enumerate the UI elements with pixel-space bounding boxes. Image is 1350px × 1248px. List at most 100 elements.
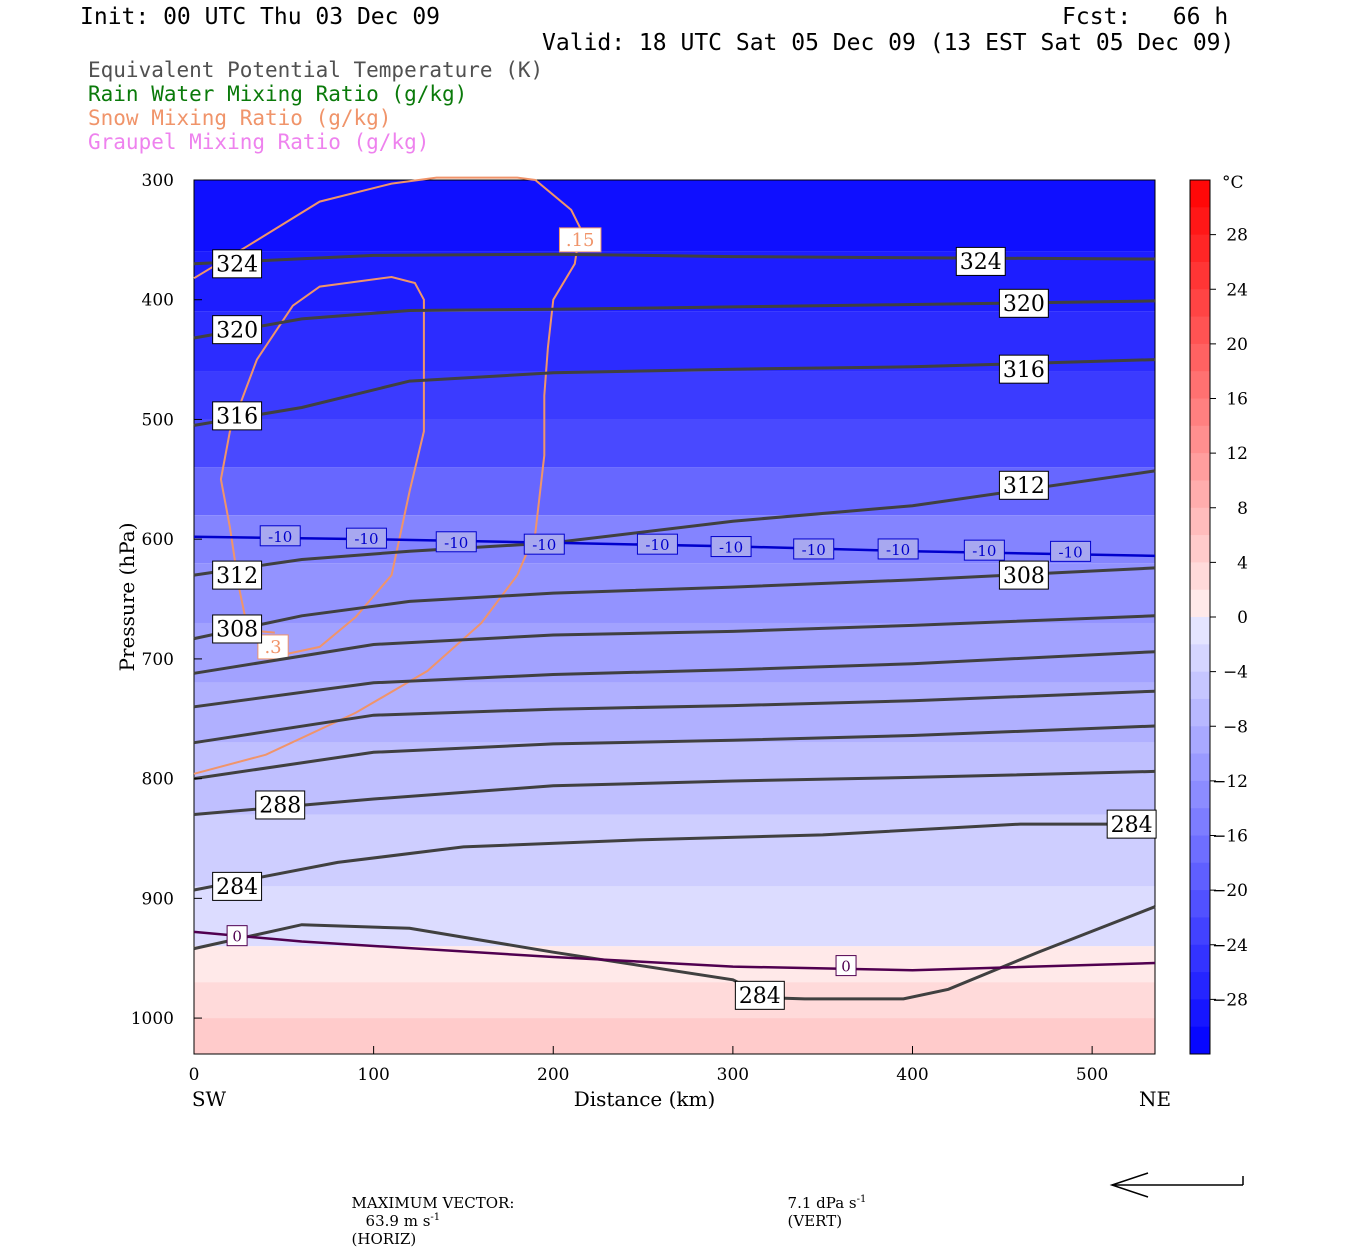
theta-e-contour-label-box xyxy=(212,315,263,345)
colorbar-segment xyxy=(1190,917,1210,946)
colorbar-tick-label: 28 xyxy=(1226,226,1248,246)
isotherm-label-box xyxy=(259,525,301,547)
theta-e-contour-label-box xyxy=(1106,809,1157,839)
temperature-band xyxy=(194,419,1155,468)
isotherm-label: -10 xyxy=(523,533,565,555)
colorbar-tick-label: −16 xyxy=(1212,827,1248,847)
colorbar-segment xyxy=(1190,425,1210,454)
snow-contour-label: .15 xyxy=(558,227,602,253)
theta-e-contour-label-text: 288 xyxy=(259,794,301,819)
isotherm-label-text: -10 xyxy=(886,541,910,559)
colorbar-segment xyxy=(1190,644,1210,673)
colorbar-segment xyxy=(1190,999,1210,1028)
colorbar-segment xyxy=(1190,780,1210,809)
isotherm-label-text: -10 xyxy=(1058,543,1082,561)
forecast-hour-label: Fcst: 66 h xyxy=(1062,4,1229,30)
colorbar-tick-label: −4 xyxy=(1223,663,1248,683)
y-tick-label: 600 xyxy=(142,530,174,550)
theta-e-contour-label: 312 xyxy=(998,470,1049,500)
colorbar-segment xyxy=(1190,671,1210,700)
isotherm-label-box xyxy=(226,925,248,947)
theta-e-contour-label: 324 xyxy=(955,246,1006,276)
temperature-band xyxy=(194,563,1155,623)
init-time-label: Init: 00 UTC Thu 03 Dec 09 xyxy=(80,4,441,30)
theta-e-contour-label: 316 xyxy=(998,354,1049,384)
colorbar-segment xyxy=(1190,972,1210,1000)
colorbar-tick-label: 8 xyxy=(1237,499,1248,519)
isotherm-label-text: 0 xyxy=(232,928,242,946)
colorbar-tick-label: 4 xyxy=(1237,553,1248,573)
isotherm-label-text: -10 xyxy=(444,534,468,552)
x-left-end-label: SW xyxy=(192,1087,227,1111)
temperature-band xyxy=(194,311,1155,372)
isotherm-label-box xyxy=(793,538,835,560)
theta-e-contour xyxy=(193,822,1155,892)
isotherm-label: 0 xyxy=(835,955,857,977)
y-tick-label: 500 xyxy=(142,410,174,430)
theta-e-contour-label-box xyxy=(212,871,263,901)
legend-snow: Snow Mixing Ratio (g/kg) xyxy=(88,106,392,130)
x-axis-label: Distance (km) xyxy=(574,1087,716,1111)
theta-e-contour-label-box xyxy=(998,288,1049,318)
temperature-band xyxy=(194,467,1155,516)
isotherm-label: -10 xyxy=(636,533,678,555)
valid-time-label: Valid: 18 UTC Sat 05 Dec 09 (13 EST Sat … xyxy=(542,30,1235,56)
colorbar-tick-label: −12 xyxy=(1212,772,1248,792)
colorbar-tick-label: −8 xyxy=(1223,717,1248,737)
theta-e-contour-label: 284 xyxy=(734,980,785,1010)
theta-e-contour-label: 324 xyxy=(212,249,263,279)
isotherm-label: -10 xyxy=(877,538,919,560)
theta-e-contour xyxy=(193,299,1156,340)
theta-e-contour-label-text: 312 xyxy=(1003,474,1045,499)
y-tick-label: 900 xyxy=(142,889,174,909)
colorbar-tick-label: 12 xyxy=(1226,444,1248,464)
theta-e-contour-label-text: 316 xyxy=(1003,358,1045,383)
colorbar-segment xyxy=(1190,862,1210,891)
colorbar-segment xyxy=(1190,289,1210,318)
theta-e-contour-label-text: 308 xyxy=(216,618,258,643)
vert-value: 7.1 dPa s xyxy=(787,1194,857,1212)
colorbar-segment xyxy=(1190,1026,1210,1055)
isotherm-label-box xyxy=(636,533,678,555)
colorbar-segment xyxy=(1190,480,1210,509)
colorbar-segment xyxy=(1190,207,1210,236)
theta-e-contour-label-box xyxy=(212,614,263,644)
y-tick-label: 400 xyxy=(142,291,174,311)
y-tick-label: 800 xyxy=(142,770,174,790)
colorbar-tick-label: 0 xyxy=(1237,608,1248,628)
colorbar-segment xyxy=(1190,726,1210,755)
isotherm-label-text: 0 xyxy=(841,958,851,976)
isotherm-label-text: -10 xyxy=(268,528,292,546)
snow-contour xyxy=(193,176,582,775)
y-axis-label: Pressure (hPa) xyxy=(115,523,139,672)
theta-e-contour-label-text: 320 xyxy=(216,318,258,343)
y-tick-label: 300 xyxy=(142,171,174,191)
legend-rain-water: Rain Water Mixing Ratio (g/kg) xyxy=(88,82,468,106)
snow-contour-label: .3 xyxy=(257,634,289,660)
colorbar-segment xyxy=(1190,617,1210,645)
theta-e-contour-label-box xyxy=(998,354,1049,384)
isotherm-label-text: -10 xyxy=(719,539,743,557)
theta-e-contour-label: 308 xyxy=(998,560,1049,590)
theta-e-contour-label: 320 xyxy=(212,315,263,345)
isotherm-label-box xyxy=(435,531,477,553)
colorbar-segment xyxy=(1190,234,1210,263)
theta-e-contour-label: 316 xyxy=(212,401,263,431)
isotherm-label-text: -10 xyxy=(802,541,826,559)
theta-e-contour xyxy=(193,614,1156,675)
snow-contour-label-text: .3 xyxy=(264,637,281,658)
isotherm-label-text: -10 xyxy=(645,536,669,554)
horiz-tag: (HORIZ) xyxy=(351,1230,417,1248)
colorbar-tick-label: 24 xyxy=(1226,280,1248,300)
colorbar-segment xyxy=(1190,343,1210,372)
colorbar-tick-label: −28 xyxy=(1212,990,1248,1010)
x-right-end-label: NE xyxy=(1139,1087,1171,1111)
theta-e-contour xyxy=(193,252,1156,266)
cross-section-chart: .15 .3 -10 -10 -10 -10 -10 -10 -10 -10 -10 -10 0 0 324… xyxy=(115,171,1248,1198)
colorbar-tick-label: −20 xyxy=(1212,881,1248,901)
colorbar-segment xyxy=(1190,398,1210,427)
theta-e-contour xyxy=(193,358,1156,427)
x-tick-label: 500 xyxy=(1076,1065,1108,1085)
theta-e-contour-label: 320 xyxy=(998,288,1049,318)
colorbar-segment xyxy=(1190,180,1210,208)
